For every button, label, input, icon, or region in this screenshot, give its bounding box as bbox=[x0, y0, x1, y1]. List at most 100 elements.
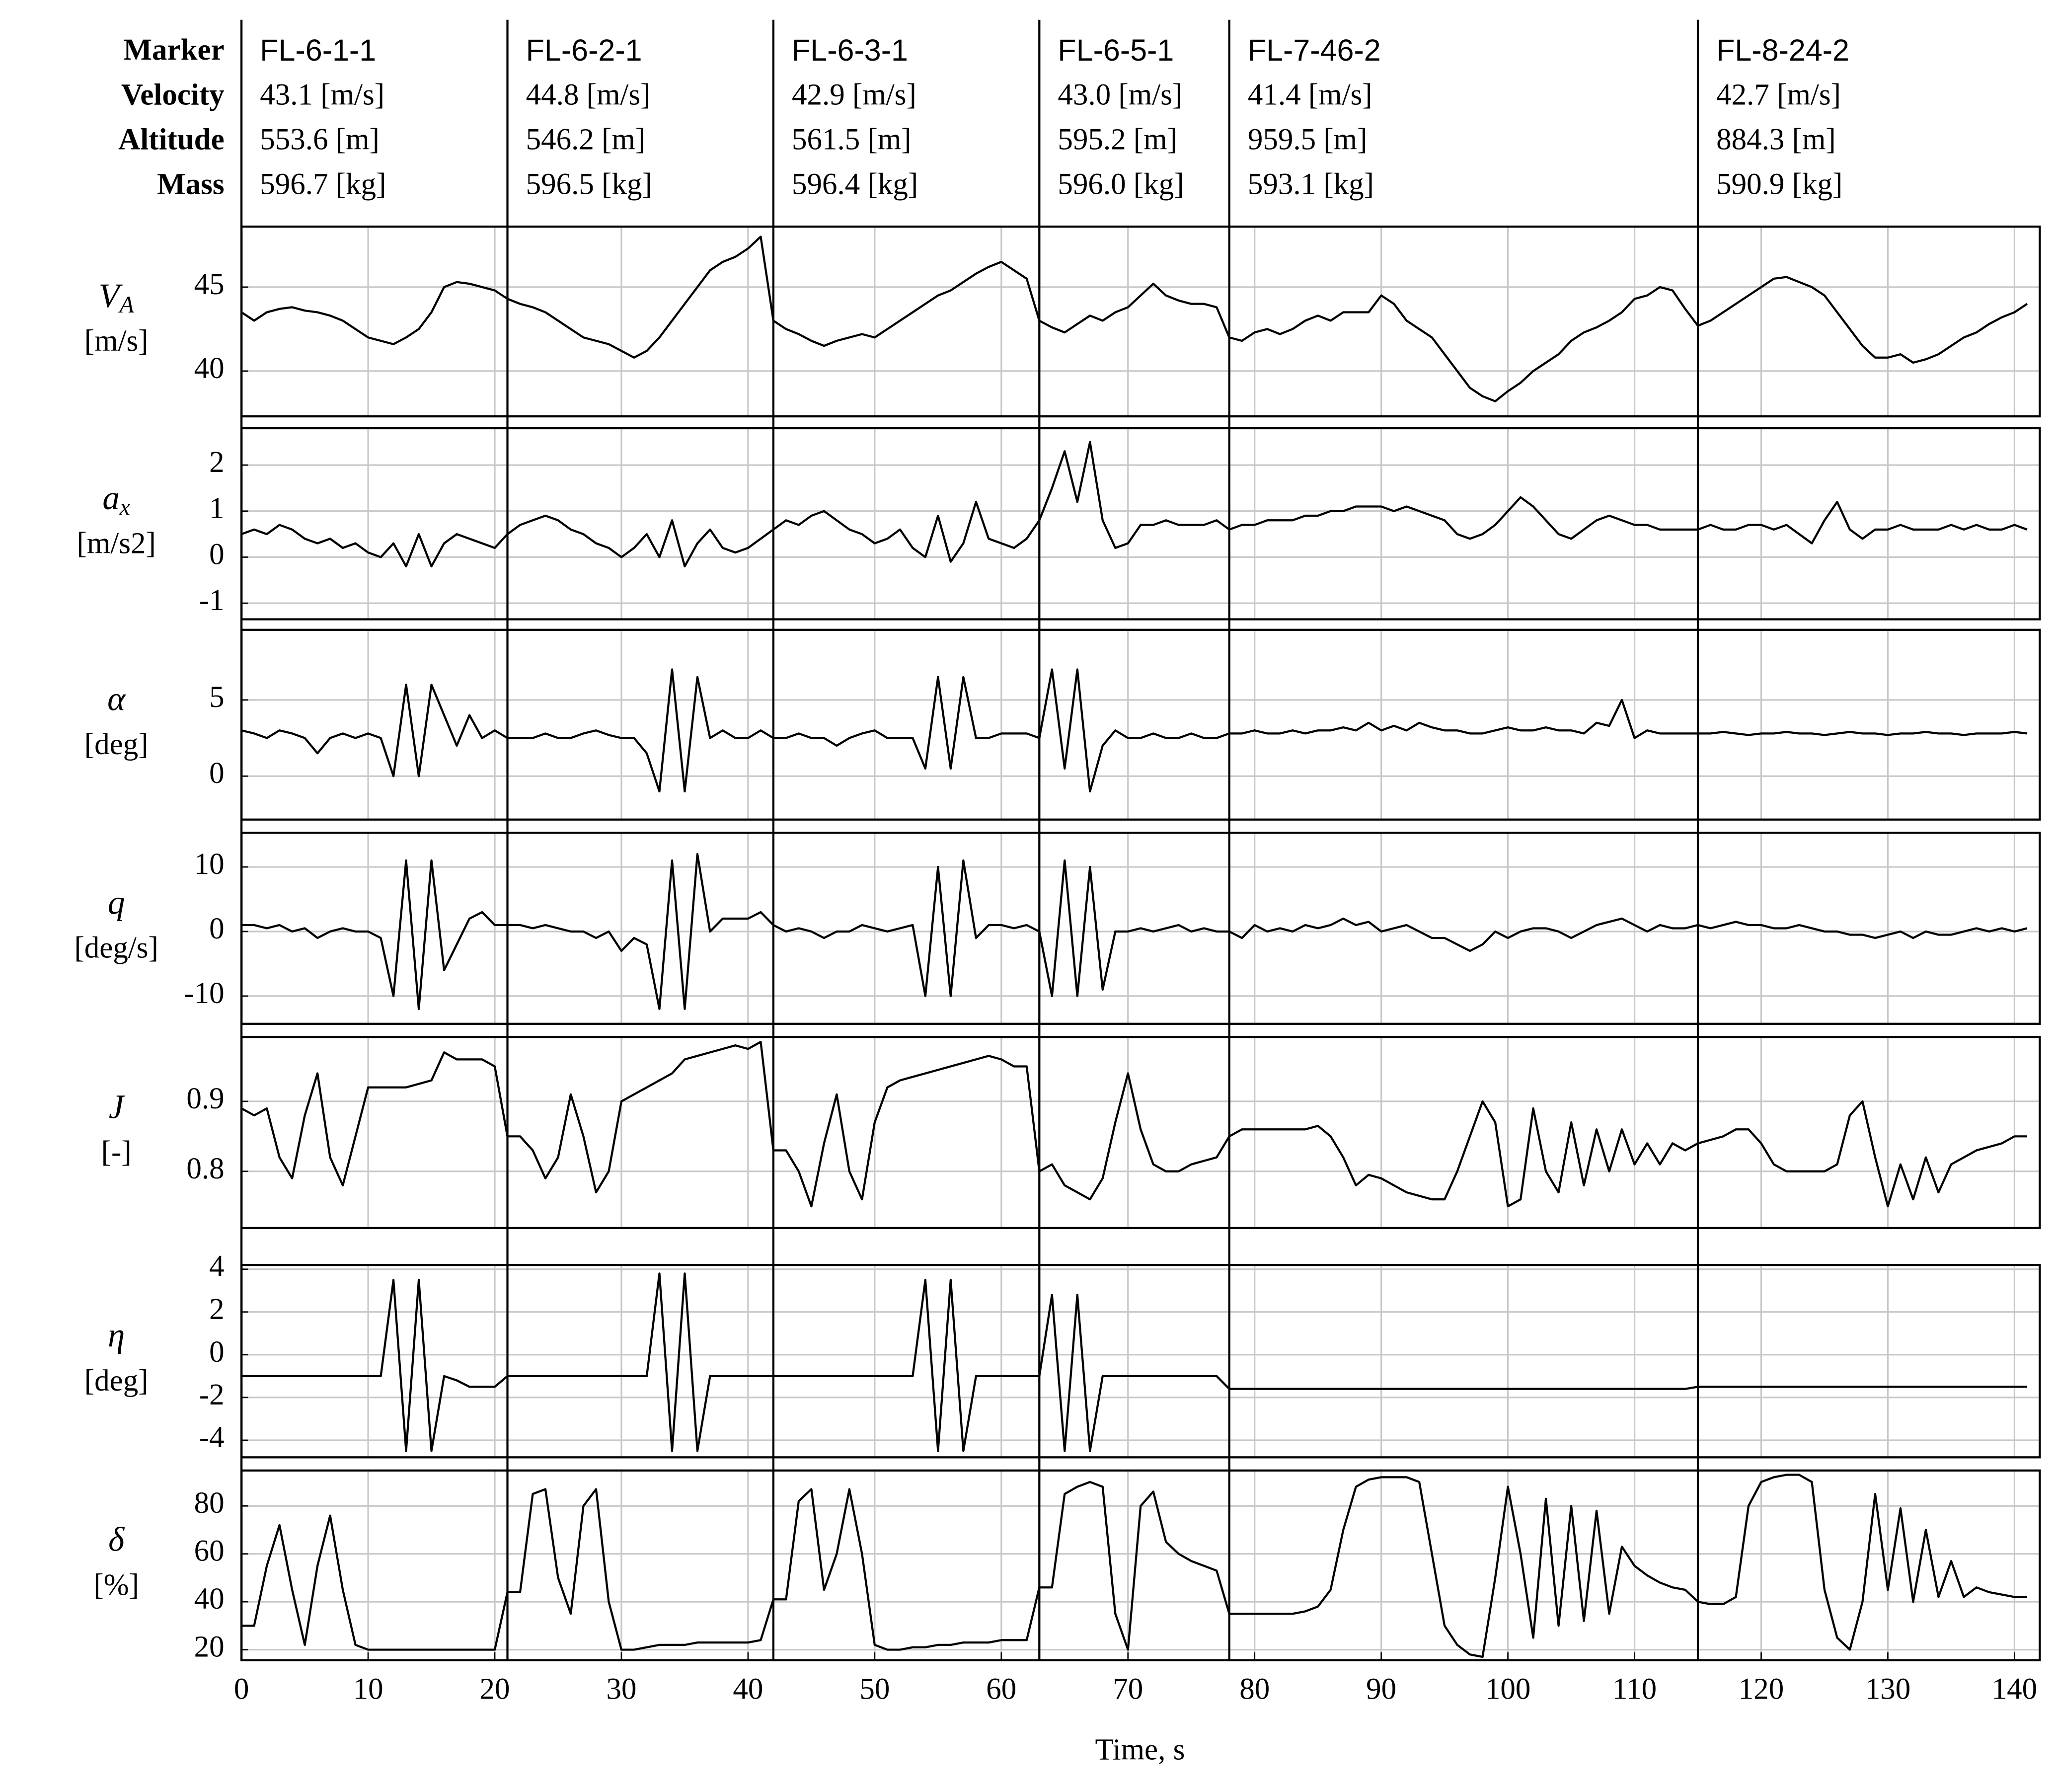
segment-marker: FL-8-24-2 bbox=[1716, 33, 1849, 67]
y-tick-label: 40 bbox=[194, 352, 225, 385]
y-symbol-main: J bbox=[109, 1088, 126, 1125]
y-tick-label: 0.9 bbox=[186, 1082, 224, 1115]
x-tick-label: 140 bbox=[1992, 1672, 2038, 1706]
segment-mass: 596.5 [kg] bbox=[526, 168, 652, 201]
y-symbol-main: V bbox=[99, 277, 123, 314]
segment-velocity: 43.0 [m/s] bbox=[1058, 78, 1182, 111]
segment-velocity: 43.1 [m/s] bbox=[260, 78, 384, 111]
y-tick-label: 2 bbox=[209, 1293, 225, 1326]
y-tick-label: 0 bbox=[209, 1335, 225, 1369]
segment-altitude: 561.5 [m] bbox=[792, 123, 912, 156]
segment-marker: FL-6-1-1 bbox=[260, 33, 376, 67]
segment-altitude: 884.3 [m] bbox=[1716, 123, 1836, 156]
frames bbox=[240, 19, 2041, 1661]
segment-altitude: 595.2 [m] bbox=[1058, 123, 1177, 156]
y-tick-label: 0 bbox=[209, 912, 225, 945]
y-tick-label: -4 bbox=[199, 1421, 225, 1454]
y-symbol-main: η bbox=[108, 1316, 125, 1354]
x-tick-label: 90 bbox=[1366, 1672, 1396, 1706]
y-symbol: q bbox=[108, 883, 125, 921]
x-tick-label: 60 bbox=[986, 1672, 1016, 1706]
x-tick-label: 110 bbox=[1612, 1672, 1657, 1706]
segment-mass: 593.1 [kg] bbox=[1248, 168, 1374, 201]
y-symbol: VA bbox=[99, 277, 135, 318]
y-unit: [m/s2] bbox=[77, 527, 156, 560]
segment-mass: 596.7 [kg] bbox=[260, 168, 386, 201]
y-symbol: ax bbox=[102, 479, 130, 520]
y-tick-label: 0 bbox=[209, 757, 225, 790]
y-tick-label: 0 bbox=[209, 538, 225, 571]
x-axis-label: Time, s bbox=[1095, 1733, 1185, 1766]
x-tick-label: 70 bbox=[1113, 1672, 1143, 1706]
segment-marker: FL-6-3-1 bbox=[792, 33, 908, 67]
y-unit: [deg/s] bbox=[74, 932, 158, 965]
y-symbol: α bbox=[107, 680, 126, 717]
x-tick-label: 10 bbox=[353, 1672, 383, 1706]
y-symbol-main: α bbox=[107, 680, 126, 717]
segment-velocity: 42.7 [m/s] bbox=[1716, 78, 1841, 111]
x-tick-label: 20 bbox=[480, 1672, 510, 1706]
y-symbol: δ bbox=[108, 1521, 125, 1558]
y-tick-label: 4 bbox=[209, 1250, 225, 1283]
segment-marker: FL-7-46-2 bbox=[1248, 33, 1381, 67]
segment-mass: 596.4 [kg] bbox=[792, 168, 918, 201]
segment-mass: 596.0 [kg] bbox=[1058, 168, 1184, 201]
y-unit: [deg] bbox=[84, 1364, 149, 1398]
y-unit: [%] bbox=[93, 1568, 139, 1602]
data-line bbox=[241, 668, 2028, 793]
y-tick-label: 10 bbox=[194, 848, 225, 881]
row-label: Altitude bbox=[118, 123, 225, 156]
segment-velocity: 41.4 [m/s] bbox=[1248, 78, 1372, 111]
y-tick-label: -1 bbox=[199, 584, 225, 617]
y-tick-label: 80 bbox=[194, 1486, 225, 1520]
x-tick-label: 80 bbox=[1239, 1672, 1270, 1706]
x-tick-label: 0 bbox=[234, 1672, 249, 1706]
y-tick-label: 0.8 bbox=[186, 1152, 224, 1185]
y-tick-label: 5 bbox=[209, 681, 225, 714]
y-symbol-main: q bbox=[108, 883, 125, 921]
y-tick-label: 2 bbox=[209, 446, 225, 479]
segment-velocity: 44.8 [m/s] bbox=[526, 78, 651, 111]
y-unit: [m/s] bbox=[84, 324, 149, 358]
segment-mass: 590.9 [kg] bbox=[1716, 168, 1842, 201]
y-tick-label: 1 bbox=[209, 492, 225, 525]
y-tick-label: -2 bbox=[199, 1378, 225, 1411]
data-line bbox=[241, 1041, 2027, 1208]
x-tick-label: 50 bbox=[859, 1672, 890, 1706]
data-line bbox=[241, 853, 2028, 1010]
segment-marker: FL-6-2-1 bbox=[526, 33, 642, 67]
y-tick-label: 20 bbox=[194, 1631, 225, 1664]
y-symbol-main: δ bbox=[108, 1521, 125, 1558]
segment-altitude: 546.2 [m] bbox=[526, 123, 646, 156]
y-tick-label: 45 bbox=[194, 268, 225, 301]
segment-altitude: 959.5 [m] bbox=[1248, 123, 1368, 156]
segment-marker: FL-6-5-1 bbox=[1058, 33, 1174, 67]
segment-velocity: 42.9 [m/s] bbox=[792, 78, 916, 111]
y-tick-label: -10 bbox=[184, 977, 224, 1010]
row-label: Mass bbox=[157, 168, 225, 201]
y-tick-label: 60 bbox=[194, 1535, 225, 1568]
y-symbol: J bbox=[109, 1088, 126, 1125]
x-tick-label: 30 bbox=[606, 1672, 636, 1706]
row-label: Marker bbox=[123, 33, 224, 67]
y-symbol-main: a bbox=[102, 479, 119, 517]
row-label: Velocity bbox=[121, 78, 225, 111]
data-line bbox=[241, 1474, 2027, 1658]
data-line bbox=[240, 235, 2028, 402]
y-symbol-sub: A bbox=[118, 292, 135, 318]
y-symbol: η bbox=[108, 1316, 125, 1354]
x-tick-label: 40 bbox=[733, 1672, 763, 1706]
lines bbox=[240, 235, 2028, 1658]
y-tick-label: 40 bbox=[194, 1582, 225, 1616]
y-unit: [deg] bbox=[84, 728, 149, 761]
data-line bbox=[241, 441, 2028, 568]
data-line bbox=[241, 1272, 2027, 1452]
y-unit: [-] bbox=[101, 1136, 132, 1169]
segment-altitude: 553.6 [m] bbox=[260, 123, 380, 156]
x-tick-label: 130 bbox=[1865, 1672, 1911, 1706]
x-tick-label: 100 bbox=[1485, 1672, 1531, 1706]
y-symbol-sub: x bbox=[119, 494, 130, 520]
